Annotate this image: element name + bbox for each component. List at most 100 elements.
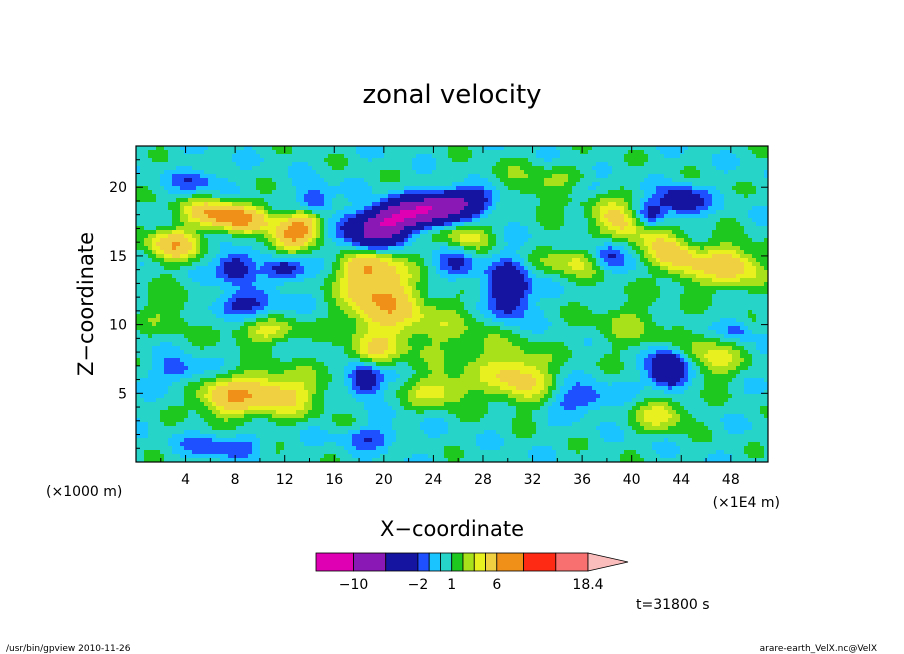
field-cell <box>700 226 705 231</box>
field-cell <box>140 182 145 187</box>
field-cell <box>184 206 189 211</box>
field-cell <box>732 242 737 247</box>
field-cell <box>200 182 205 187</box>
field-cell <box>744 242 749 247</box>
field-cell <box>696 214 701 219</box>
field-cell <box>244 182 249 187</box>
field-cell <box>764 266 768 271</box>
field-cell <box>420 162 425 167</box>
field-cell <box>340 166 345 171</box>
field-cell <box>168 150 173 155</box>
field-cell <box>352 234 357 239</box>
field-cell <box>136 242 141 247</box>
field-cell <box>504 198 509 203</box>
field-cell <box>276 190 281 195</box>
field-cell <box>728 206 733 211</box>
field-cell <box>764 186 768 191</box>
field-cell <box>284 242 289 247</box>
field-cell <box>148 206 153 211</box>
field-cell <box>432 270 437 275</box>
field-cell <box>760 170 765 175</box>
field-cell <box>264 230 269 235</box>
field-cell <box>220 210 225 215</box>
field-cell <box>180 150 185 155</box>
field-cell <box>160 146 165 151</box>
field-cell <box>636 194 641 199</box>
field-cell <box>436 270 441 275</box>
field-cell <box>564 222 569 227</box>
field-cell <box>756 186 761 191</box>
field-cell <box>276 234 281 239</box>
field-cell <box>356 218 361 223</box>
field-cell <box>740 230 745 235</box>
field-cell <box>396 194 401 199</box>
field-cell <box>156 202 161 207</box>
field-cell <box>728 218 733 223</box>
field-cell <box>512 178 517 183</box>
field-cell <box>716 154 721 159</box>
field-cell <box>612 150 617 155</box>
field-cell <box>308 258 313 263</box>
field-cell <box>348 202 353 207</box>
field-cell <box>288 246 293 251</box>
field-cell <box>292 190 297 195</box>
field-cell <box>512 230 517 235</box>
field-cell <box>764 210 768 215</box>
field-cell <box>560 198 565 203</box>
field-cell <box>388 202 393 207</box>
field-cell <box>732 150 737 155</box>
field-cell <box>192 250 197 255</box>
field-cell <box>592 214 597 219</box>
field-cell <box>332 210 337 215</box>
field-cell <box>264 242 269 247</box>
field-cell <box>480 242 485 247</box>
field-cell <box>264 190 269 195</box>
field-cell <box>500 266 505 271</box>
field-cell <box>156 210 161 215</box>
field-cell <box>740 214 745 219</box>
field-cell <box>240 214 245 219</box>
field-cell <box>204 246 209 251</box>
field-cell <box>444 238 449 243</box>
field-cell <box>536 226 541 231</box>
field-cell <box>724 174 729 179</box>
field-cell <box>212 238 217 243</box>
field-cell <box>356 238 361 243</box>
field-cell <box>612 154 617 159</box>
field-cell <box>664 190 669 195</box>
field-cell <box>580 226 585 231</box>
field-cell <box>144 226 149 231</box>
field-cell <box>600 254 605 259</box>
field-cell <box>168 206 173 211</box>
field-cell <box>648 234 653 239</box>
field-cell <box>228 266 233 271</box>
field-cell <box>408 186 413 191</box>
field-cell <box>704 186 709 191</box>
field-cell <box>420 190 425 195</box>
field-cell <box>640 182 645 187</box>
field-cell <box>412 254 417 259</box>
field-cell <box>760 146 765 151</box>
field-cell <box>696 230 701 235</box>
field-cell <box>224 250 229 255</box>
field-cell <box>756 258 761 263</box>
field-cell <box>624 214 629 219</box>
field-cell <box>276 222 281 227</box>
field-cell <box>424 190 429 195</box>
field-cell <box>252 146 257 151</box>
field-cell <box>708 258 713 263</box>
field-cell <box>484 222 489 227</box>
field-cell <box>444 190 449 195</box>
field-cell <box>184 222 189 227</box>
field-cell <box>260 194 265 199</box>
field-cell <box>472 186 477 191</box>
field-cell <box>632 146 637 151</box>
field-cell <box>484 206 489 211</box>
field-cell <box>560 150 565 155</box>
field-cell <box>604 226 609 231</box>
field-cell <box>272 214 277 219</box>
field-cell <box>392 270 397 275</box>
field-cell <box>568 238 573 243</box>
field-cell <box>232 262 237 267</box>
field-cell <box>416 258 421 263</box>
